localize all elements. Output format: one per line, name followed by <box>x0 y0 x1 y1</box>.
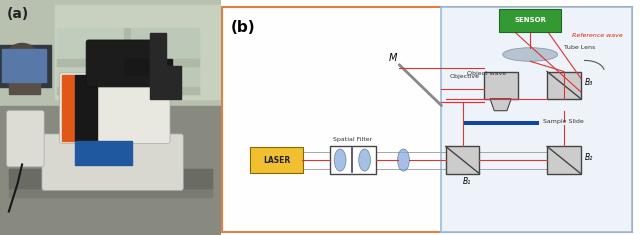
FancyBboxPatch shape <box>250 147 303 173</box>
Bar <box>463 121 539 125</box>
Bar <box>0 45 51 87</box>
Bar <box>9 54 40 94</box>
Bar <box>58 87 198 94</box>
Ellipse shape <box>358 149 371 171</box>
Text: (a): (a) <box>6 7 29 21</box>
Bar <box>124 59 172 75</box>
Text: (b): (b) <box>230 20 255 35</box>
Bar <box>442 7 632 232</box>
Polygon shape <box>490 99 511 111</box>
Bar <box>547 146 581 174</box>
Text: Reference wave: Reference wave <box>572 33 623 39</box>
Bar <box>150 66 181 99</box>
Bar <box>547 71 581 99</box>
Bar <box>484 71 518 99</box>
Bar <box>150 33 166 66</box>
Ellipse shape <box>334 149 346 171</box>
FancyBboxPatch shape <box>499 9 561 32</box>
FancyBboxPatch shape <box>86 40 152 87</box>
Text: M: M <box>388 53 397 63</box>
Bar <box>445 146 479 174</box>
FancyBboxPatch shape <box>6 110 44 167</box>
Text: Spatial Filter: Spatial Filter <box>333 137 372 142</box>
Ellipse shape <box>8 43 36 65</box>
Bar <box>0 106 221 235</box>
FancyBboxPatch shape <box>60 73 170 143</box>
FancyBboxPatch shape <box>42 134 183 190</box>
Bar <box>58 28 124 94</box>
Text: B₂: B₂ <box>585 153 593 162</box>
Bar <box>9 169 212 197</box>
Text: Objective: Objective <box>449 74 479 79</box>
Bar <box>132 28 198 94</box>
Bar <box>55 5 221 99</box>
Text: Object wave: Object wave <box>467 71 506 76</box>
Text: B₃: B₃ <box>585 78 593 87</box>
Text: SENSOR: SENSOR <box>514 17 546 24</box>
Bar <box>2 49 46 82</box>
Bar <box>0 0 221 106</box>
Ellipse shape <box>397 149 410 171</box>
Bar <box>75 141 132 164</box>
Bar <box>330 146 376 174</box>
Bar <box>75 75 97 141</box>
Text: Sample Slide: Sample Slide <box>543 119 584 124</box>
Ellipse shape <box>503 48 557 61</box>
Bar <box>62 75 75 141</box>
Text: LASER: LASER <box>263 156 291 164</box>
Bar <box>124 28 131 94</box>
Bar <box>9 169 212 188</box>
Bar <box>58 59 198 66</box>
Text: Tube Lens: Tube Lens <box>564 45 595 50</box>
Text: B₁: B₁ <box>463 177 471 186</box>
